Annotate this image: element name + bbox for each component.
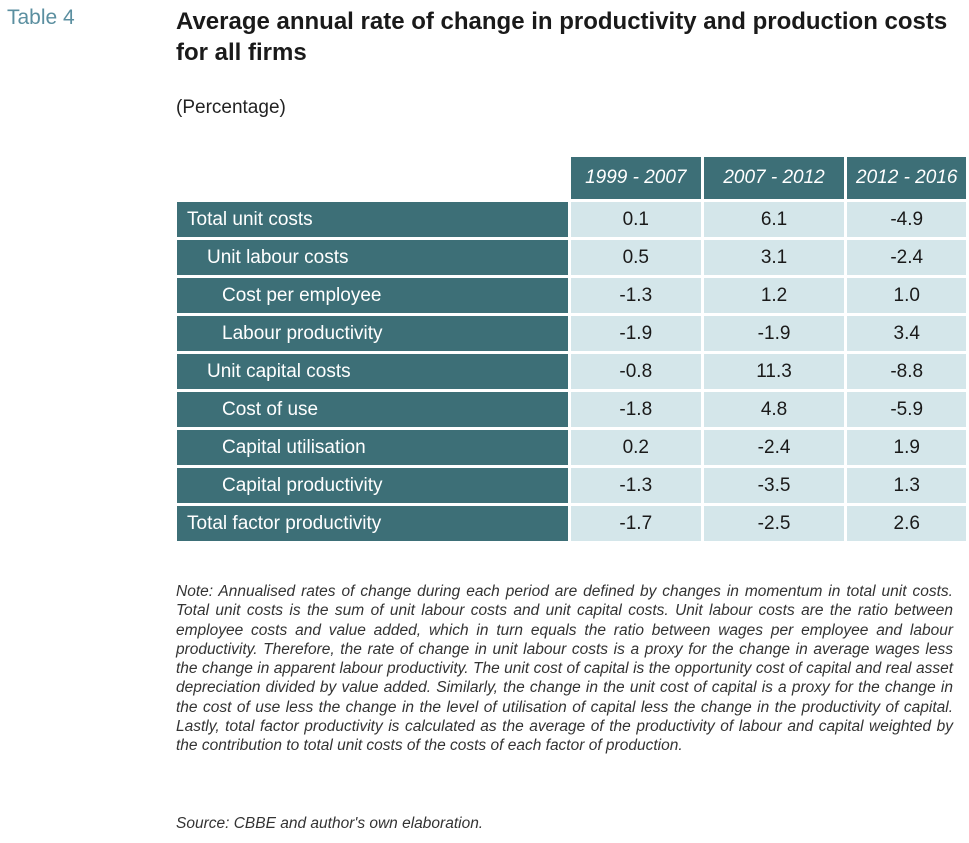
table-cell: -3.5: [703, 468, 845, 503]
table-row: Cost of use -1.8 4.8 -5.9: [177, 392, 966, 427]
table-cell: 3.4: [847, 316, 966, 351]
row-label: Cost per employee: [177, 278, 568, 313]
row-label: Capital utilisation: [177, 430, 568, 465]
table-source: Source: CBBE and author's own elaboratio…: [176, 815, 484, 832]
table-body: Total unit costs 0.1 6.1 -4.9 Unit labour co…: [177, 202, 966, 541]
table-subtitle: (Percentage): [176, 97, 286, 118]
table-note: Note: Annualised rates of change during …: [176, 583, 953, 755]
table-cell: 0.2: [570, 430, 701, 465]
table-cell: -2.4: [847, 240, 966, 275]
table-cell: -5.9: [847, 392, 966, 427]
table-cell: -1.9: [570, 316, 701, 351]
table-row: Cost per employee -1.3 1.2 1.0: [177, 278, 966, 313]
table-cell: -1.8: [570, 392, 701, 427]
row-label: Unit labour costs: [177, 240, 568, 275]
table-cell: -2.4: [703, 430, 845, 465]
table-cell: 3.1: [703, 240, 845, 275]
header-row: 1999 - 2007 2007 - 2012 2012 - 2016: [177, 157, 966, 199]
table-cell: -8.8: [847, 354, 966, 389]
table-cell: -1.9: [703, 316, 845, 351]
row-label: Labour productivity: [177, 316, 568, 351]
table-row: Capital utilisation 0.2 -2.4 1.9: [177, 430, 966, 465]
table-cell: 1.9: [847, 430, 966, 465]
row-label: Capital productivity: [177, 468, 568, 503]
table-row: Total factor productivity -1.7 -2.5 2.6: [177, 506, 966, 541]
table-cell: 1.3: [847, 468, 966, 503]
row-label: Total unit costs: [177, 202, 568, 237]
table-cell: 11.3: [703, 354, 845, 389]
table-cell: -2.5: [703, 506, 845, 541]
data-table: 1999 - 2007 2007 - 2012 2012 - 2016 Tota…: [174, 154, 969, 544]
table-row: Capital productivity -1.3 -3.5 1.3: [177, 468, 966, 503]
table-cell: 6.1: [703, 202, 845, 237]
table-cell: 0.1: [570, 202, 701, 237]
table-cell: -1.3: [570, 278, 701, 313]
row-label: Total factor productivity: [177, 506, 568, 541]
table-number: Table 4: [7, 6, 75, 29]
column-header: 1999 - 2007: [570, 157, 701, 199]
table-cell: 0.5: [570, 240, 701, 275]
table-title: Average annual rate of change in product…: [176, 8, 948, 66]
table-cell: -4.9: [847, 202, 966, 237]
row-label: Cost of use: [177, 392, 568, 427]
row-label: Unit capital costs: [177, 354, 568, 389]
table-cell: -0.8: [570, 354, 701, 389]
table-row: Unit capital costs -0.8 11.3 -8.8: [177, 354, 966, 389]
table-cell: -1.7: [570, 506, 701, 541]
table-cell: 2.6: [847, 506, 966, 541]
table-row: Unit labour costs 0.5 3.1 -2.4: [177, 240, 966, 275]
column-header: 2012 - 2016: [847, 157, 966, 199]
header-corner: [177, 157, 568, 199]
table-row: Labour productivity -1.9 -1.9 3.4: [177, 316, 966, 351]
table-cell: -1.3: [570, 468, 701, 503]
column-header: 2007 - 2012: [703, 157, 845, 199]
table-cell: 4.8: [703, 392, 845, 427]
table-cell: 1.0: [847, 278, 966, 313]
table-row: Total unit costs 0.1 6.1 -4.9: [177, 202, 966, 237]
table-cell: 1.2: [703, 278, 845, 313]
